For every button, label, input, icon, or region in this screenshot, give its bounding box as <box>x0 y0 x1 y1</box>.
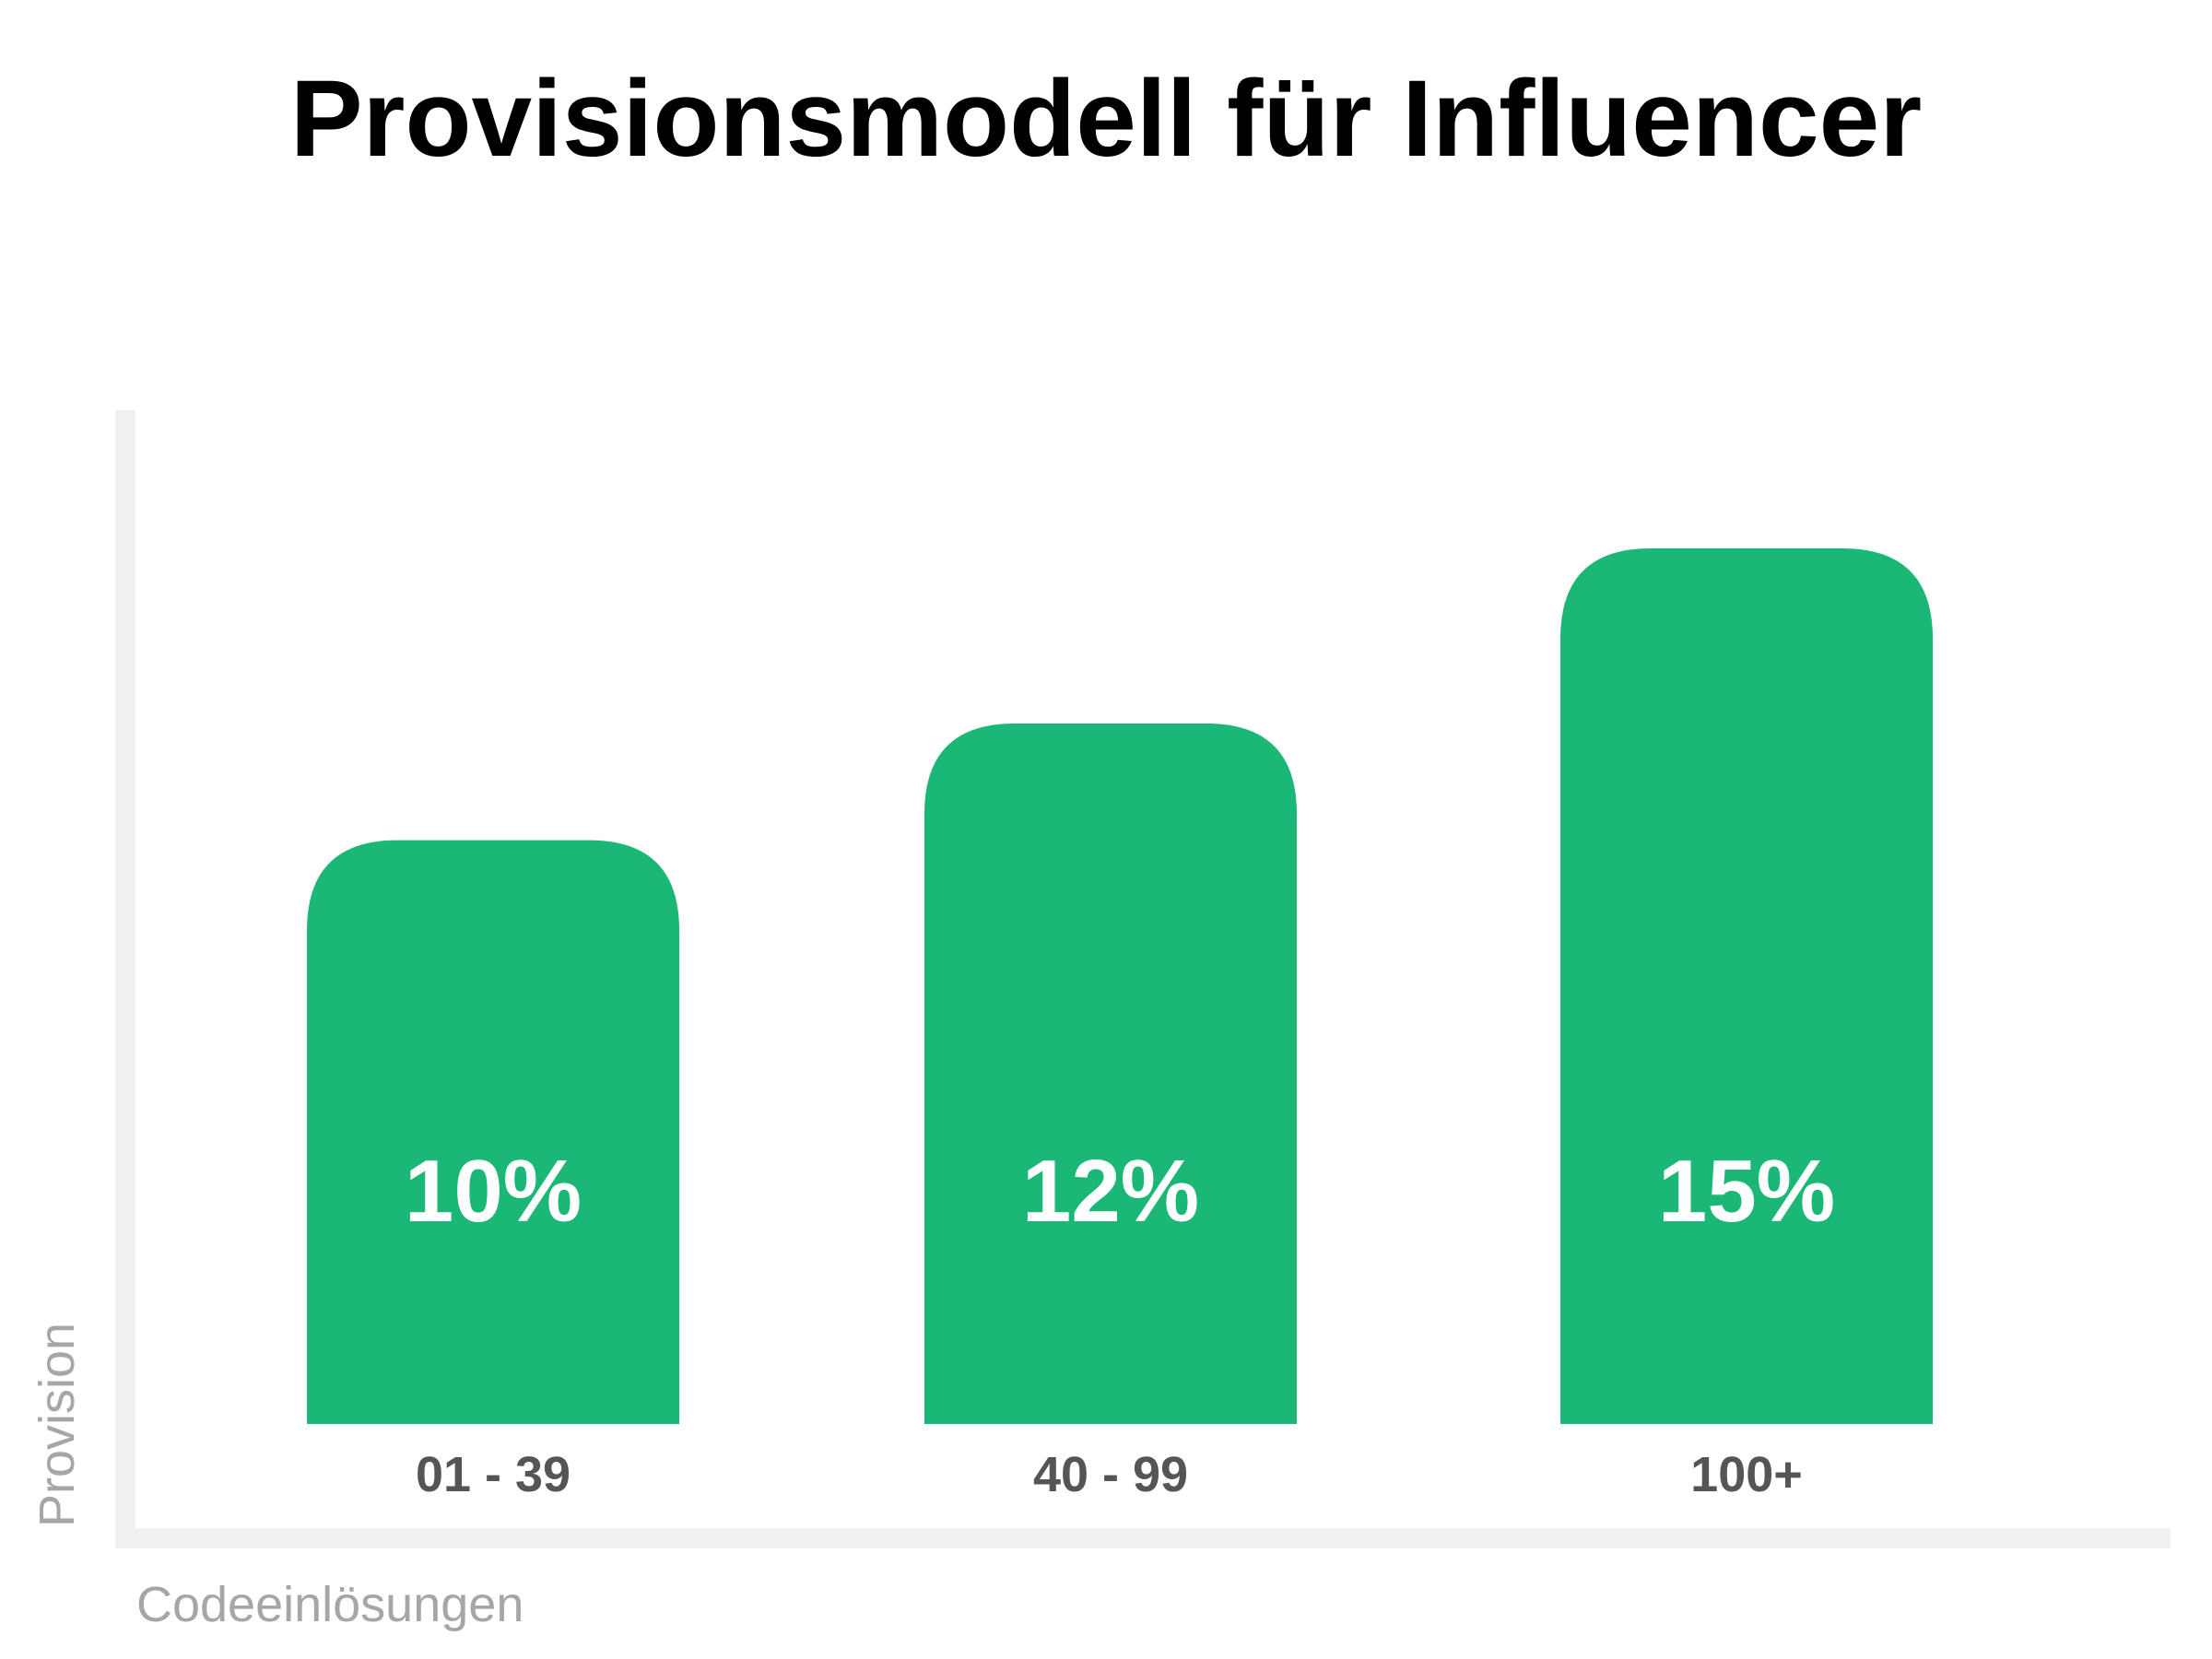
chart-title: Provisionsmodell für Influencer <box>289 58 1923 180</box>
bar-value-label: 12% <box>1022 1142 1199 1241</box>
bar-group: 10% 01 - 39 12% 40 - 99 15% 100+ <box>307 548 1933 1502</box>
x-axis-title: Codeeinlösungen <box>136 1577 524 1632</box>
x-tick-label: 100+ <box>1690 1447 1803 1502</box>
x-tick-label: 40 - 99 <box>1033 1447 1188 1502</box>
bar-1 <box>307 840 679 1424</box>
x-tick-label: 01 - 39 <box>416 1447 571 1502</box>
y-axis-title: Provision <box>29 1322 85 1528</box>
y-axis-line <box>115 410 135 1548</box>
bar-3 <box>1560 548 1933 1424</box>
bar-value-label: 15% <box>1658 1142 1835 1241</box>
x-axis-line <box>115 1528 2171 1548</box>
bar-2 <box>924 724 1297 1424</box>
bar-value-label: 10% <box>405 1142 582 1241</box>
